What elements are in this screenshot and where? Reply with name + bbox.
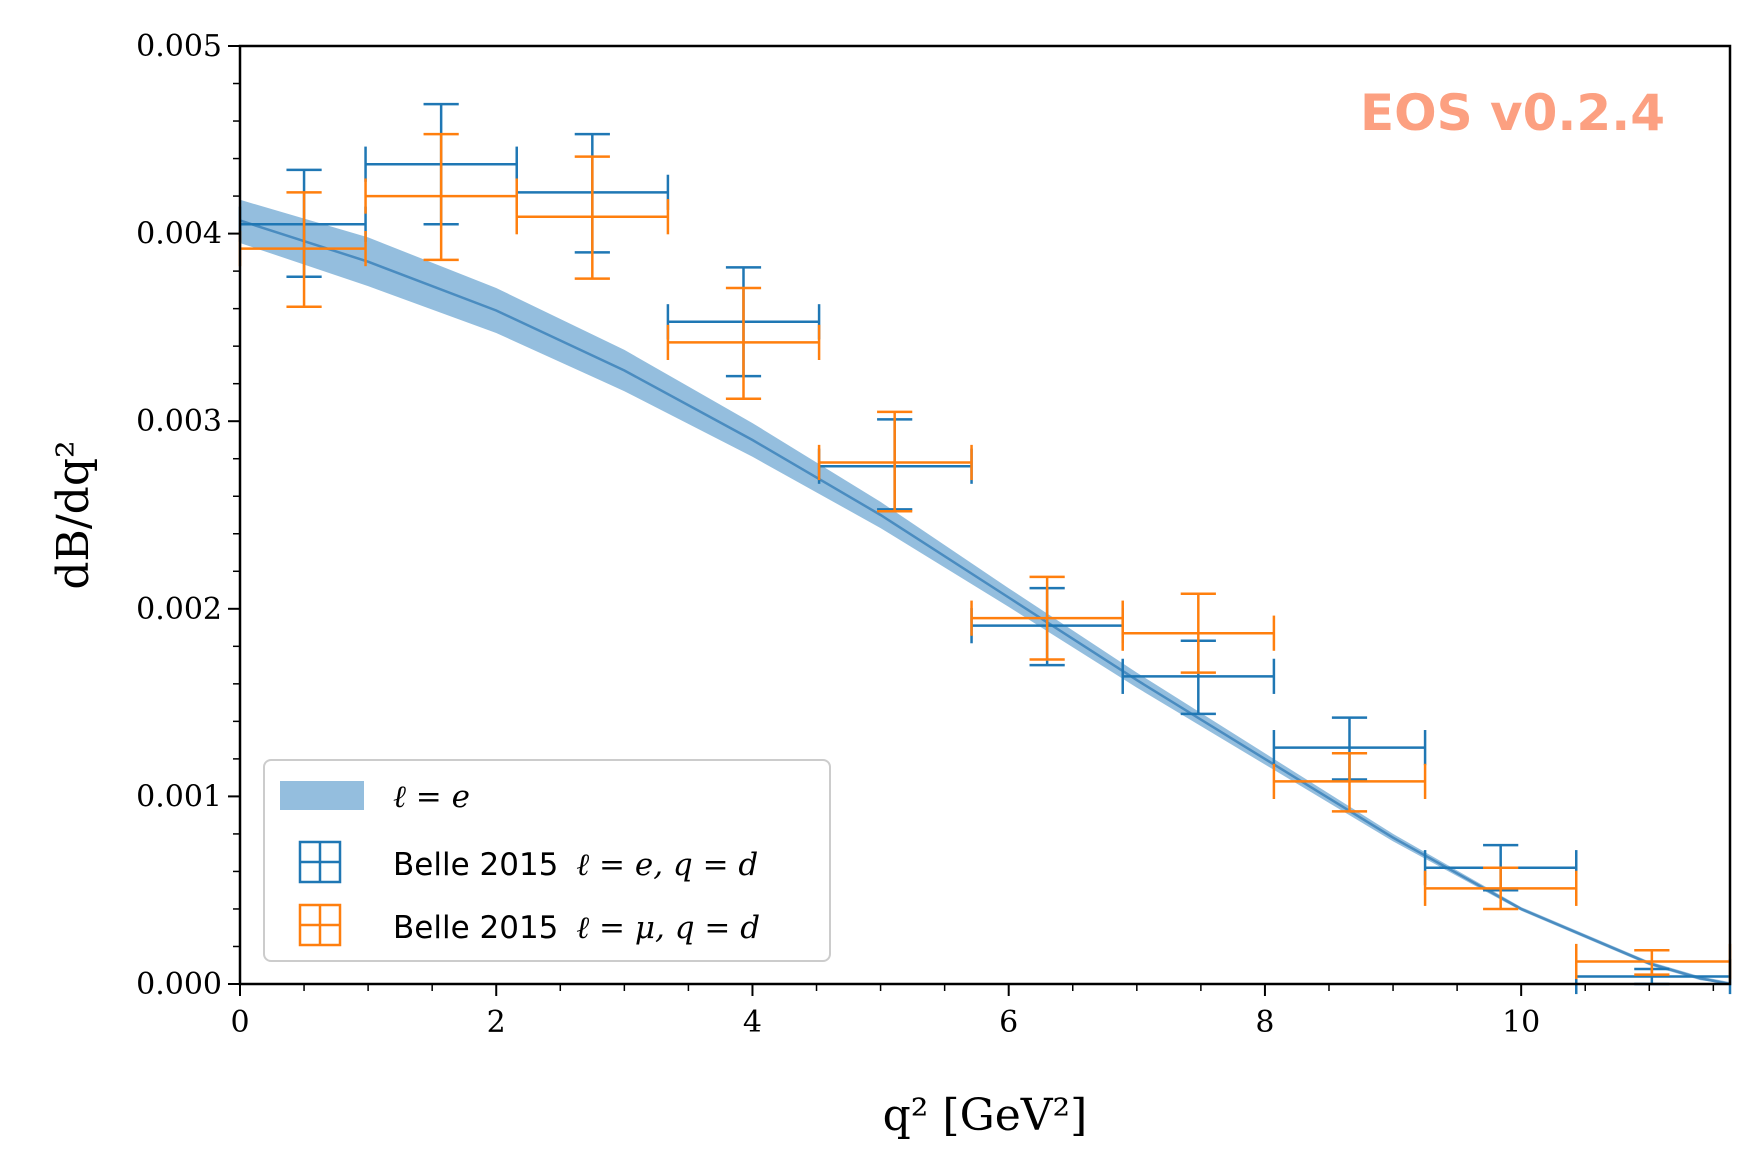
tick-layer: 0 2 4 6 8 10 0.000 0.001 0.002 0.003 0.004 0.005 <box>136 29 1715 1040</box>
data-point-s1-1 <box>364 132 518 262</box>
data-point-s1-6 <box>1121 592 1276 674</box>
series-1 <box>238 132 1732 980</box>
axes-frame <box>238 44 1732 986</box>
legend-label-muon-text: Belle 2015 <box>393 910 558 946</box>
data-point-s0-6 <box>1121 639 1276 716</box>
x-tick-label-1: 2 <box>487 1005 506 1040</box>
band-area <box>240 199 1730 985</box>
series-layer <box>238 102 1732 995</box>
x-axis-title: q² [GeV²] <box>883 1090 1088 1141</box>
x-tick-label-2: 4 <box>743 1005 762 1040</box>
x-tick-label-3: 6 <box>999 1005 1018 1040</box>
y-tick-label-4: 0.004 <box>136 217 222 252</box>
watermark: EOS v0.2.4 <box>1360 84 1665 142</box>
legend-swatch-muon <box>298 903 342 947</box>
data-point-s1-4 <box>817 410 973 513</box>
y-axis-title: dB/dq² <box>48 440 99 589</box>
x-tick-label-5: 10 <box>1502 1005 1540 1040</box>
x-tick-label-4: 8 <box>1255 1005 1274 1040</box>
band-center-line <box>239 219 1731 986</box>
x-tick-label-0: 0 <box>230 1005 249 1040</box>
data-point-s1-7 <box>1272 752 1427 813</box>
data-point-s1-8 <box>1423 866 1578 911</box>
data-point-s1-3 <box>666 286 821 400</box>
band-layer <box>239 199 1731 986</box>
legend-label-electron: Belle 2015 ℓ = e, q = d <box>393 847 758 883</box>
legend-frame <box>263 759 831 962</box>
legend-swatch-electron <box>298 840 342 884</box>
y-tick-label-5: 0.005 <box>136 29 222 64</box>
legend-label-band: ℓ = e <box>393 779 470 815</box>
legend-label-muon: Belle 2015 ℓ = μ, q = d <box>393 910 760 946</box>
legend-label-muon-math: ℓ = μ, q = d <box>576 910 760 946</box>
legend-label-electron-math: ℓ = e, q = d <box>576 847 758 883</box>
legend-label-electron-text: Belle 2015 <box>393 847 558 883</box>
y-tick-label-3: 0.003 <box>136 404 222 439</box>
y-tick-label-0: 0.000 <box>136 967 222 1002</box>
legend: ℓ = e Belle 2015 ℓ = e, q = d Belle 2015… <box>263 759 831 962</box>
y-tick-label-1: 0.001 <box>136 779 222 814</box>
y-tick-label-2: 0.002 <box>136 592 222 627</box>
legend-swatch-band <box>280 781 364 810</box>
data-point-s1-2 <box>515 155 670 280</box>
